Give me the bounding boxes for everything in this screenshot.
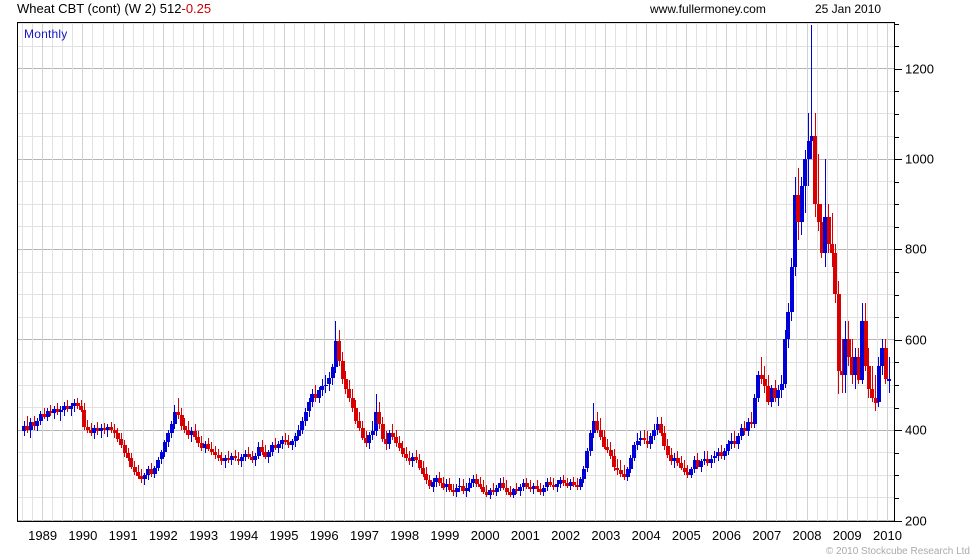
gridlines: [18, 23, 894, 521]
x-axis-label: 1991: [108, 528, 138, 543]
y-axis-label: 800: [905, 241, 927, 257]
x-axis-label: 1995: [269, 528, 299, 543]
y-axis-tick-minor: [895, 475, 899, 477]
y-axis-tick-major: [895, 68, 902, 70]
y-axis-label: 1000: [905, 151, 934, 167]
y-axis-tick-major: [895, 339, 902, 341]
period-label: Monthly: [24, 27, 68, 41]
instrument-title: Wheat CBT (cont) (W 2) 512-0.25: [17, 1, 211, 16]
x-axis-label: 2007: [752, 528, 782, 543]
candlestick-series: [18, 23, 894, 521]
y-axis-tick-minor: [895, 46, 899, 48]
chart-header: Wheat CBT (cont) (W 2) 512-0.25 www.full…: [0, 0, 980, 20]
y-axis-tick-major: [895, 430, 902, 432]
x-axis-label: 1992: [148, 528, 178, 543]
y-axis-label: 200: [905, 513, 927, 528]
x-axis-label: 2002: [551, 528, 581, 543]
x-axis-label: 1990: [68, 528, 98, 543]
x-axis-label: 1993: [189, 528, 219, 543]
copyright-notice: © 2010 Stockcube Research Ltd: [825, 546, 970, 557]
y-axis-tick-minor: [895, 317, 899, 319]
y-axis-tick-minor: [895, 23, 899, 25]
x-axis-label: 2005: [671, 528, 701, 543]
y-axis-tick-minor: [895, 407, 899, 409]
y-axis-tick-minor: [895, 91, 899, 93]
x-axis-label: 1998: [390, 528, 420, 543]
x-axis-label: 2004: [631, 528, 661, 543]
y-axis-tick-minor: [895, 294, 899, 296]
website-label: www.fullermoney.com: [650, 2, 766, 16]
x-axis-label: 1994: [229, 528, 259, 543]
y-axis-tick-minor: [895, 497, 899, 499]
y-axis-tick-major: [895, 159, 902, 160]
x-axis-label: 2008: [792, 528, 822, 543]
x-axis-label: 2006: [712, 528, 741, 543]
y-axis-tick-minor: [895, 452, 899, 454]
y-axis-tick-minor: [895, 113, 899, 115]
x-axis: 1989 1990 1991 1992 1993 1994 1995 1996 1997 1998…: [17, 522, 902, 548]
chart-date: 25 Jan 2010: [815, 2, 882, 16]
price-change: -0.25: [181, 1, 212, 16]
plot-area: Monthly: [17, 22, 895, 522]
y-axis-tick-minor: [895, 272, 899, 273]
x-axis-label: 2003: [591, 528, 621, 543]
x-axis-label: 2009: [832, 528, 862, 543]
y-axis-tick-major: [895, 249, 902, 251]
y-axis-tick-minor: [895, 385, 899, 386]
y-axis-tick-major: [895, 520, 902, 522]
y-axis-tick-minor: [895, 136, 899, 138]
y-axis-tick-minor: [895, 226, 899, 228]
y-axis-tick-minor: [895, 181, 899, 183]
x-axis-label: 1999: [430, 528, 460, 543]
y-axis-label: 400: [905, 422, 927, 438]
x-axis-label: 1996: [309, 528, 339, 543]
y-axis: 200 400 600 800 1000 1200: [895, 22, 980, 528]
y-axis-tick-minor: [895, 362, 899, 364]
x-axis-label: 2000: [470, 528, 500, 543]
x-axis-label: 1989: [28, 528, 58, 543]
x-axis-label: 1997: [350, 528, 379, 543]
y-axis-label: 600: [905, 332, 927, 348]
y-axis-tick-minor: [895, 204, 899, 206]
instrument-title-text: Wheat CBT (cont) (W 2) 512: [17, 1, 182, 16]
y-axis-label: 1200: [905, 61, 934, 77]
x-axis-label: 2010: [873, 528, 902, 543]
x-axis-label: 2001: [510, 528, 540, 543]
